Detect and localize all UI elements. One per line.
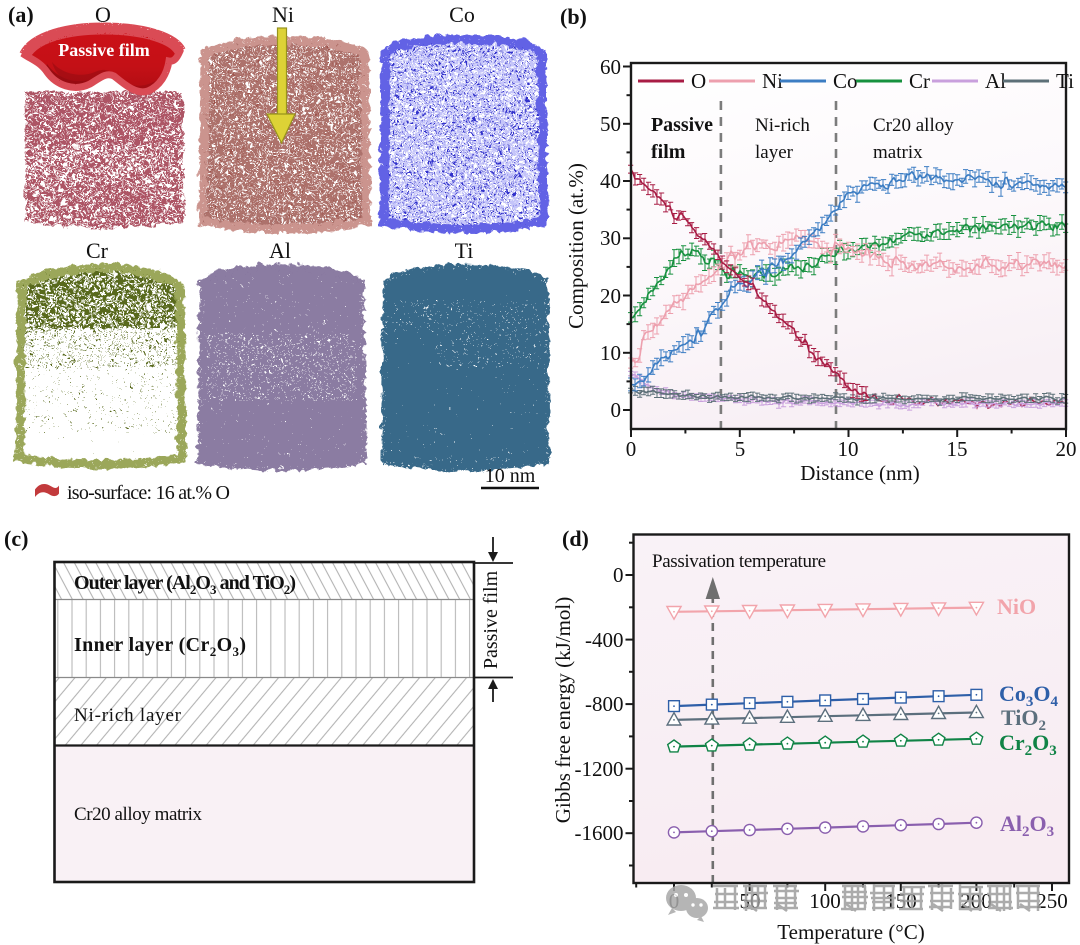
svg-text:(b): (b) [560,4,587,29]
svg-text:Ni: Ni [762,69,783,93]
svg-text:5: 5 [735,437,746,461]
svg-text:-800: -800 [585,692,624,716]
svg-text:Passive film: Passive film [480,570,502,669]
svg-text:20: 20 [600,284,621,308]
svg-text:-400: -400 [585,628,624,652]
svg-text:(d): (d) [562,526,589,551]
svg-text:Ti: Ti [1056,69,1074,93]
svg-text:Cr20 alloy matrix: Cr20 alloy matrix [74,804,203,825]
svg-text:10 nm: 10 nm [485,465,536,487]
svg-text:matrix: matrix [873,142,923,163]
svg-text:Passive: Passive [651,114,713,136]
svg-text:Ni: Ni [272,2,294,27]
svg-text:Ni-rich layer: Ni-rich layer [74,705,182,726]
svg-text:-1600: -1600 [575,821,624,845]
svg-text:Al: Al [985,69,1006,93]
svg-text:NiO: NiO [997,594,1036,619]
svg-text:Passive film: Passive film [58,40,150,60]
svg-text:Distance (nm): Distance (nm) [800,461,920,485]
svg-text:Passivation temperature: Passivation temperature [652,551,826,572]
svg-text:-1200: -1200 [575,757,624,781]
svg-text:0: 0 [611,398,622,422]
svg-text:40: 40 [600,169,621,193]
svg-text:15: 15 [947,437,968,461]
svg-text:Co: Co [833,69,858,93]
svg-text:Ni-rich: Ni-rich [755,115,810,136]
svg-text:250: 250 [1036,889,1068,913]
svg-text:20: 20 [1056,437,1077,461]
svg-text:film: film [651,141,686,163]
svg-text:10: 10 [600,341,621,365]
svg-text:Temperature (°C): Temperature (°C) [777,920,924,944]
svg-text:Co: Co [449,2,475,27]
svg-text:0: 0 [613,563,624,587]
svg-text:60: 60 [600,55,621,79]
svg-text:TiO2: TiO2 [1001,705,1046,734]
svg-text:50: 50 [600,112,621,136]
svg-text:(c): (c) [4,526,28,551]
svg-text:10: 10 [838,437,859,461]
svg-text:Cr: Cr [909,69,930,93]
svg-text:30: 30 [600,226,621,250]
svg-text:iso-surface: 16 at.% O: iso-surface: 16 at.% O [67,482,230,504]
svg-text:Gibbs free energy (kJ/mol): Gibbs free energy (kJ/mol) [551,597,575,823]
svg-text:Composition (at.%): Composition (at.%) [564,163,588,329]
svg-text:Cr20 alloy: Cr20 alloy [873,115,954,136]
svg-text:layer: layer [755,142,794,163]
svg-text:Inner layer (Cr2O3): Inner layer (Cr2O3) [74,634,246,659]
svg-text:0: 0 [626,437,637,461]
svg-text:O: O [691,69,706,93]
svg-text:100: 100 [809,889,841,913]
svg-text:Outer layer (Al2O3 and TiO2): Outer layer (Al2O3 and TiO2) [74,572,296,597]
